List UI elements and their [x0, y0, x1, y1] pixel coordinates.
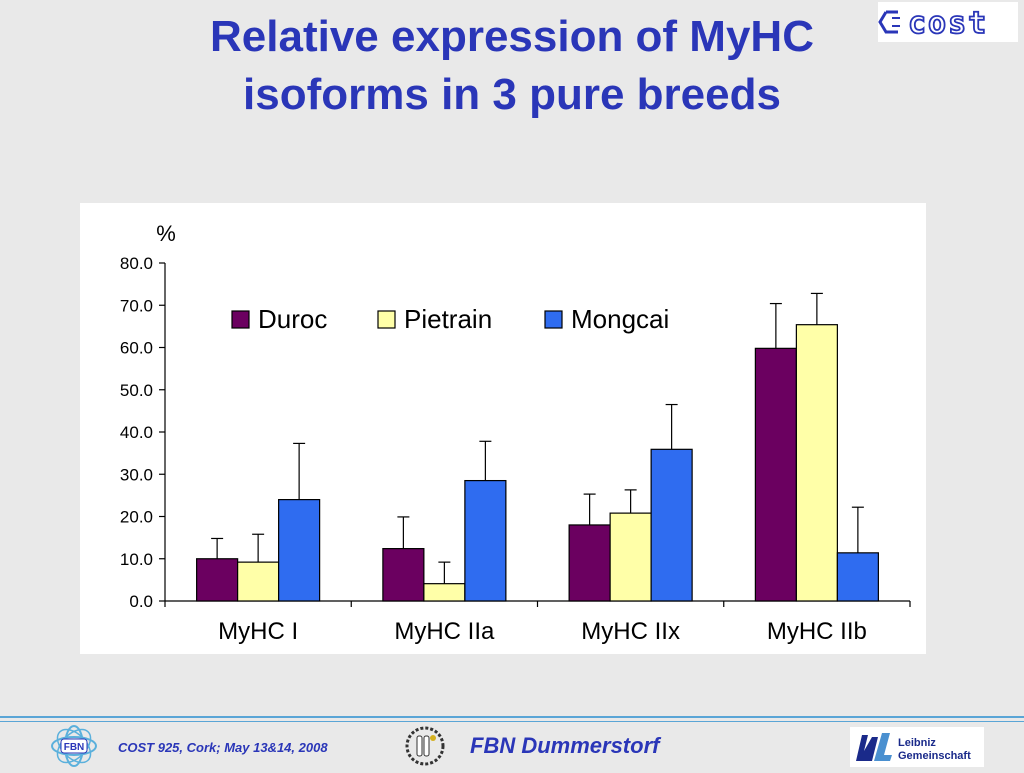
error-bars [211, 292, 864, 584]
y-tick-label: 50.0 [120, 381, 153, 400]
fbn-logo: FBN [50, 724, 98, 773]
y-tick-label: 60.0 [120, 339, 153, 358]
legend-label-pietrain: Pietrain [404, 304, 492, 334]
y-tick-label: 40.0 [120, 423, 153, 442]
footer-institute: FBN Dummerstorf [470, 733, 660, 758]
y-axis-label: % [156, 221, 176, 246]
x-ticks: MyHC I MyHC IIa MyHC IIx MyHC IIb [164, 601, 911, 645]
bar-mongcai [650, 448, 693, 602]
chain-logo [402, 724, 448, 773]
legend-swatch-duroc [231, 310, 250, 329]
chart-panel: % 0.0 10.0 20.0 30.0 40.0 50.0 60.0 70.0 80.0 My… [80, 203, 926, 654]
y-tick-label: 80.0 [120, 254, 153, 273]
bar-pietrain [609, 512, 652, 602]
bar-pietrain [237, 561, 280, 602]
bar-duroc [196, 558, 239, 602]
legend-label-duroc: Duroc [258, 304, 327, 334]
leibniz-line-1: Leibniz [898, 737, 936, 749]
fbn-logo-text: FBN [64, 742, 85, 753]
y-ticks: 0.0 10.0 20.0 30.0 40.0 50.0 60.0 70.0 80.0 [120, 254, 165, 611]
bars [196, 324, 879, 602]
footer-text: COST 925, Cork; May 13&14, 2008 [118, 740, 328, 755]
bar-chart: % 0.0 10.0 20.0 30.0 40.0 50.0 60.0 70.0 80.0 My… [120, 221, 911, 645]
y-tick-label: 70.0 [120, 296, 153, 315]
y-tick-label: 0.0 [129, 592, 153, 611]
y-tick-label: 20.0 [120, 508, 153, 527]
cost-logo: cost [878, 2, 1018, 42]
title-line-2: isoforms in 3 pure breeds [243, 70, 781, 119]
leibniz-logo-text: Leibniz Gemeinschaft [898, 737, 971, 763]
x-tick-label: MyHC IIa [394, 618, 495, 645]
title-line-1: Relative expression of MyHC [210, 12, 814, 61]
y-tick-label: 30.0 [120, 465, 153, 484]
legend: Duroc Pietrain Mongcai [231, 304, 669, 334]
leibniz-line-2: Gemeinschaft [898, 750, 971, 762]
slide-title: Relative expression of MyHC isoforms in … [0, 8, 1024, 124]
bar-mongcai [278, 499, 321, 602]
leibniz-logo: Leibniz Gemeinschaft [850, 727, 984, 767]
x-tick-label: MyHC IIb [767, 618, 867, 645]
bar-mongcai [836, 552, 879, 602]
bar-duroc [568, 524, 611, 602]
bar-pietrain [795, 324, 838, 602]
footer-divider-top [0, 716, 1024, 718]
legend-label-mongcai: Mongcai [571, 304, 669, 334]
x-tick-label: MyHC I [218, 618, 298, 645]
footer-divider-bottom [0, 721, 1024, 722]
bar-duroc [382, 548, 425, 602]
bar-mongcai [464, 479, 507, 602]
x-tick-label: MyHC IIx [581, 618, 680, 645]
legend-swatch-pietrain [377, 310, 396, 329]
bar-pietrain [423, 583, 466, 602]
legend-swatch-mongcai [544, 310, 563, 329]
cost-logo-text: cost [908, 6, 988, 41]
y-tick-label: 10.0 [120, 550, 153, 569]
bar-duroc [754, 347, 797, 602]
